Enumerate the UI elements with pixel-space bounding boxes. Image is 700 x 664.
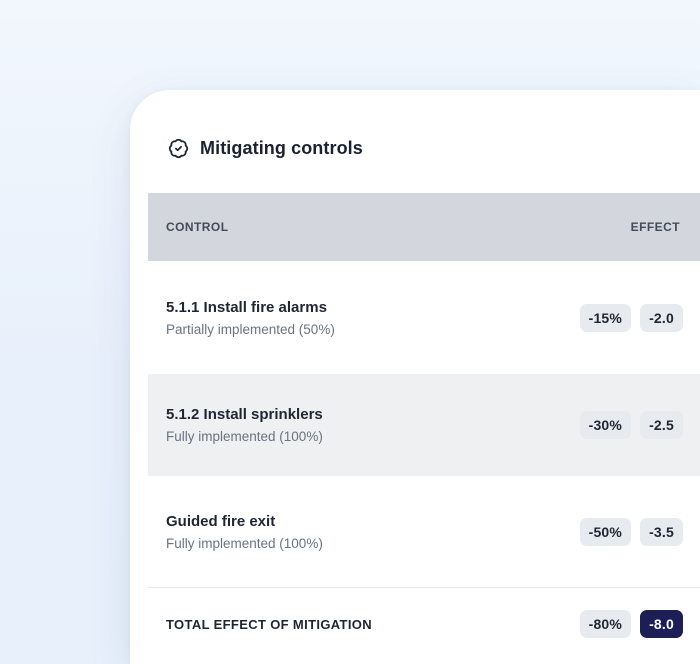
total-effect-label: TOTAL EFFECT OF MITIGATION [166, 616, 373, 632]
column-header-control: CONTROL [166, 220, 229, 234]
mitigating-controls-card: Mitigating controls CONTROL EFFECT 5.1.1… [130, 90, 700, 664]
card-title: Mitigating controls [200, 138, 363, 158]
control-cell: Guided fire exit Fully implemented (100%… [166, 513, 323, 551]
control-status: Fully implemented (100%) [166, 429, 323, 444]
effect-score-badge: -2.5 [640, 411, 683, 439]
card-header: Mitigating controls [130, 90, 700, 159]
control-name: 5.1.2 Install sprinklers [166, 406, 323, 423]
control-cell: 5.1.1 Install fire alarms Partially impl… [166, 299, 335, 337]
effect-cell: -80% -8.0 [579, 610, 683, 638]
table-row: Guided fire exit Fully implemented (100%… [148, 476, 700, 587]
effect-percent-badge: -30% [579, 411, 632, 439]
column-header-effect: EFFECT [630, 220, 680, 234]
effect-score-badge: -3.5 [640, 517, 683, 546]
effect-percent-badge: -15% [579, 303, 632, 332]
badge-check-icon [168, 138, 189, 159]
effect-cell: -30% -2.5 [579, 411, 683, 439]
control-name: 5.1.1 Install fire alarms [166, 298, 327, 316]
mitigating-controls-table: CONTROL EFFECT 5.1.1 Install fire alarms… [148, 193, 700, 660]
control-name: Guided fire exit [166, 512, 276, 530]
effect-cell: -15% -2.0 [579, 303, 683, 332]
total-effect-score-badge: -8.0 [640, 610, 683, 638]
effect-cell: -50% -3.5 [579, 517, 683, 546]
control-cell: 5.1.2 Install sprinklers Fully implement… [166, 406, 323, 444]
table-row: 5.1.1 Install fire alarms Partially impl… [148, 261, 700, 374]
effect-percent-badge: -50% [579, 517, 632, 546]
table-header-row: CONTROL EFFECT [148, 193, 700, 261]
total-effect-percent-badge: -80% [579, 610, 632, 638]
control-status: Fully implemented (100%) [166, 535, 323, 551]
table-row: 5.1.2 Install sprinklers Fully implement… [148, 374, 700, 476]
effect-score-badge: -2.0 [640, 303, 683, 332]
control-status: Partially implemented (50%) [166, 321, 335, 337]
total-effect-row: TOTAL EFFECT OF MITIGATION -80% -8.0 [148, 587, 700, 660]
